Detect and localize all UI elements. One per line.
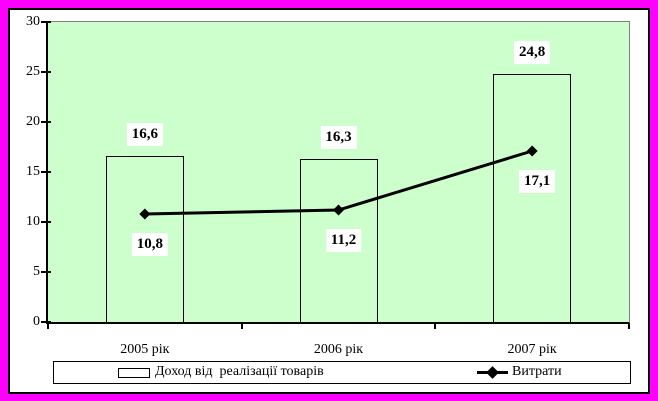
y-tick-label: 20 xyxy=(26,114,40,129)
chart-frame: 0 5 10 15 20 25 30 2005 рік 2006 рік 2007 рік 16… xyxy=(8,8,650,394)
bar xyxy=(493,74,572,322)
legend: Доход від реалізації товарів Витрати xyxy=(53,361,631,384)
bar-value-label: 16,3 xyxy=(320,126,357,149)
line-value-label: 10,8 xyxy=(131,233,168,256)
x-category-label: 2005 рік xyxy=(120,342,170,357)
y-tick-label: 15 xyxy=(26,164,40,179)
expenses-line-series xyxy=(139,145,538,220)
y-tick-label: 30 xyxy=(26,14,40,29)
y-tick-label: 0 xyxy=(33,314,40,329)
legend-label-income: Доход від реалізації товарів xyxy=(155,364,324,379)
bar-value-label: 16,6 xyxy=(126,123,163,146)
expenses-diamond-swatch xyxy=(486,366,499,379)
income-bar-swatch xyxy=(118,368,150,378)
line-marker xyxy=(333,204,344,216)
bar xyxy=(299,159,378,322)
line-value-label: 17,1 xyxy=(519,170,556,193)
x-category-label: 2007 рік xyxy=(507,342,557,357)
legend-label-expenses: Витрати xyxy=(512,364,562,379)
line-marker xyxy=(526,145,538,157)
x-axis-tick xyxy=(240,324,243,329)
x-axis-tick xyxy=(434,324,437,329)
y-tick-label: 10 xyxy=(26,214,40,229)
bar-value-label: 24,8 xyxy=(514,41,551,64)
line-marker xyxy=(139,208,151,220)
y-tick-label: 25 xyxy=(26,64,40,79)
x-axis-tick xyxy=(628,324,630,329)
bar xyxy=(105,156,184,322)
x-category-label: 2006 рік xyxy=(313,342,364,357)
line-value-label: 11,2 xyxy=(325,229,362,252)
y-tick-label: 5 xyxy=(33,264,40,279)
x-axis-tick xyxy=(47,324,49,329)
plot-series-layer: 16,6 16,3 24,8 10,8 11,2 17,1 xyxy=(48,22,629,322)
